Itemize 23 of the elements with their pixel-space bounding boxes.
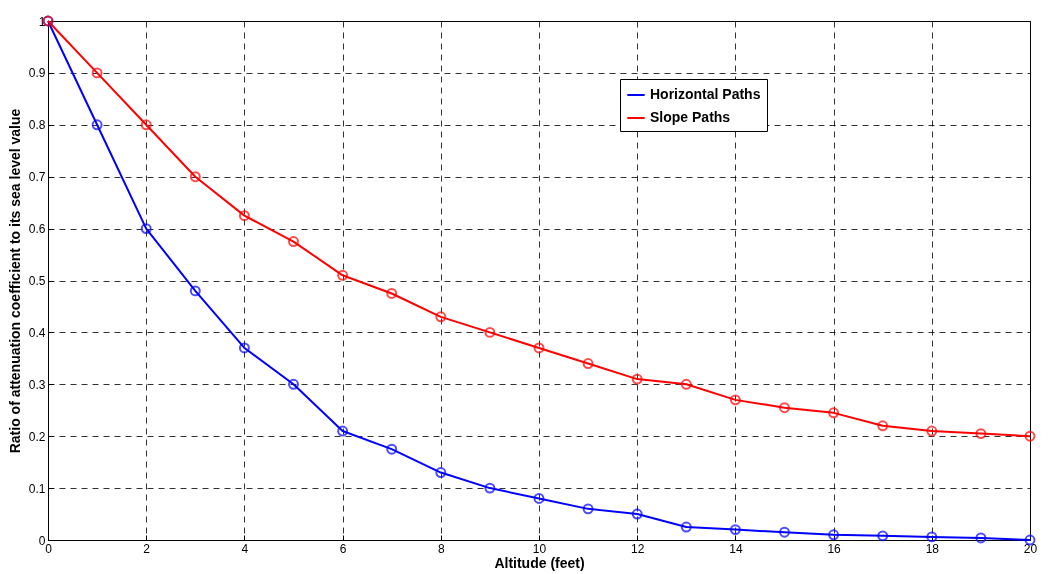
x-tick-label: 16 [827,541,842,556]
legend-label: Slope Paths [650,109,731,125]
x-tick-label: 12 [631,541,645,556]
y-axis-title: Ratio of attenuation coefficient to its sea level value [6,108,23,454]
x-tick-label: 8 [437,541,445,556]
x-tick-label: 6 [339,541,347,556]
y-tick-label: 0.3 [28,377,46,392]
y-tick-label: 0.5 [28,274,46,288]
x-tick-label: 10 [532,541,547,556]
x-axis-title: Altitude (feet) [494,554,585,571]
y-tick-label: 0.2 [28,429,46,444]
x-tick-label: 18 [925,541,940,556]
y-tick-label: 0.4 [28,325,46,340]
x-tick-label: 14 [729,541,743,556]
y-tick-label: 0.1 [28,481,46,496]
legend-label: Horizontal Paths [650,86,761,102]
y-tick-label: 0.8 [28,118,46,133]
y-tick-label: 0.6 [28,222,46,237]
x-tick-label: 2 [143,541,151,556]
x-tick-label: 4 [241,541,249,556]
y-tick-label: 0.9 [28,66,46,81]
y-tick-label: 0.7 [28,170,46,185]
x-tick-label: 20 [1023,541,1038,556]
